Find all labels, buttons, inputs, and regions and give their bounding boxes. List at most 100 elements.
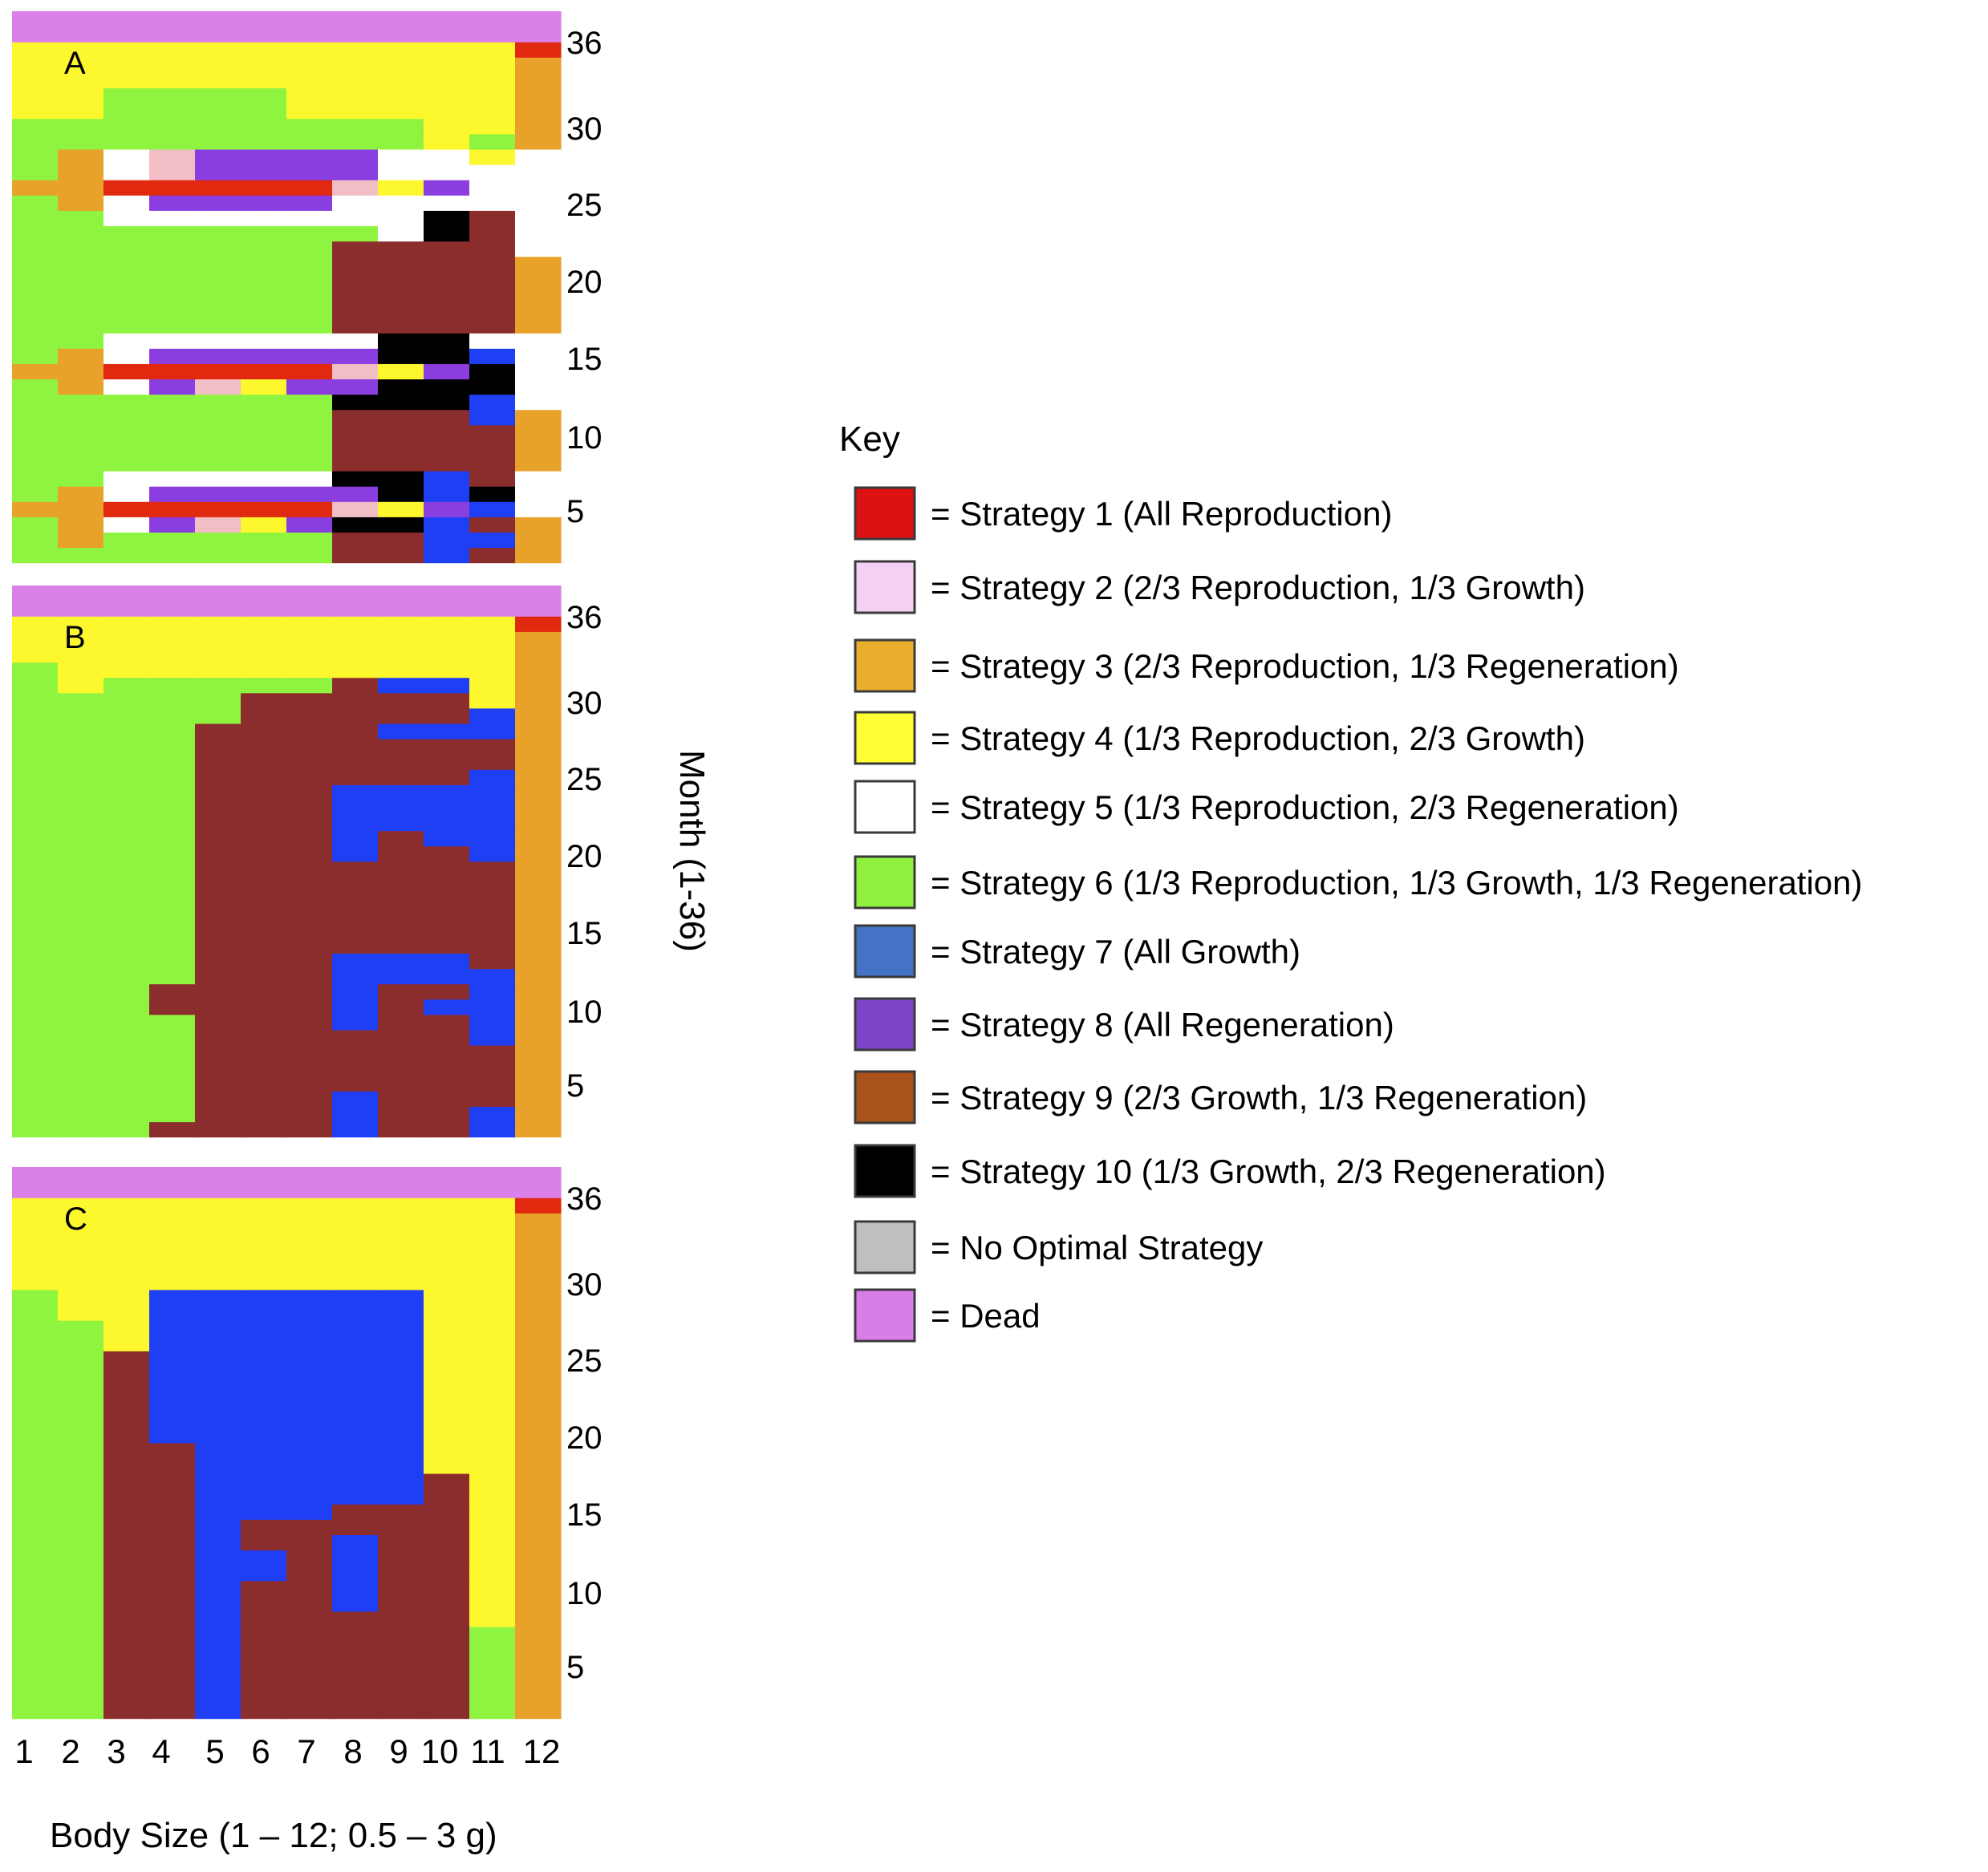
heatmap-cell <box>424 692 470 709</box>
heatmap-cell <box>378 241 424 257</box>
heatmap-cell <box>424 999 470 1015</box>
heatmap-cell <box>12 677 59 694</box>
heatmap-cell <box>286 830 333 847</box>
heatmap-cell <box>58 1045 104 1061</box>
heatmap-cell <box>469 907 516 923</box>
heatmap-cell <box>378 646 424 663</box>
heatmap-cell <box>195 1274 241 1291</box>
heatmap-cell <box>195 1014 241 1031</box>
heatmap-cell <box>195 677 241 694</box>
heatmap-cell <box>424 1121 470 1138</box>
heatmap-cell <box>58 1351 104 1367</box>
heatmap-cell <box>332 983 379 1000</box>
heatmap-cell <box>286 302 333 318</box>
heatmap-cell <box>149 333 196 349</box>
heatmap-cell <box>332 1213 379 1229</box>
y-tick-label: 36 <box>566 600 602 635</box>
heatmap-cell <box>515 1274 562 1291</box>
heatmap-cell <box>103 286 150 303</box>
heatmap-cell <box>286 692 333 709</box>
heatmap-cell <box>469 1076 516 1092</box>
heatmap-cell <box>469 1060 516 1076</box>
heatmap-cell <box>12 271 59 288</box>
heatmap-cell <box>195 517 241 533</box>
heatmap-cell <box>149 1258 196 1275</box>
heatmap-cell <box>286 707 333 724</box>
heatmap-cell <box>58 133 104 150</box>
heatmap-cell <box>103 1611 150 1627</box>
heatmap-cell <box>378 133 424 150</box>
heatmap-cell <box>149 845 196 862</box>
heatmap-cell <box>58 631 104 647</box>
heatmap-cell <box>378 1304 424 1321</box>
heatmap-cell <box>241 1627 287 1643</box>
heatmap-cell <box>103 845 150 862</box>
heatmap-cell <box>12 42 59 58</box>
heatmap-cell <box>195 907 241 923</box>
heatmap-cell <box>149 501 196 517</box>
heatmap-cell <box>241 1688 287 1704</box>
heatmap-cell <box>58 394 104 411</box>
heatmap-cell <box>195 302 241 318</box>
heatmap-cell <box>241 662 287 679</box>
heatmap-cell <box>515 1121 562 1138</box>
heatmap-cell <box>241 646 287 663</box>
heatmap-cell <box>469 424 516 441</box>
heatmap-cell <box>58 800 104 816</box>
heatmap-cell <box>149 87 196 104</box>
heatmap-cell <box>58 1076 104 1092</box>
heatmap-cell <box>378 1565 424 1582</box>
heatmap-cell <box>515 1703 562 1720</box>
heatmap-cell <box>195 723 241 739</box>
legend-item: = Strategy 5 (1/3 Reproduction, 2/3 Rege… <box>854 780 1679 834</box>
heatmap-cell <box>195 1565 241 1582</box>
heatmap-cell <box>424 379 470 395</box>
heatmap-cell <box>103 1304 150 1321</box>
heatmap-cell <box>241 1121 287 1138</box>
heatmap-cell <box>332 1014 379 1031</box>
heatmap-cell <box>241 1213 287 1229</box>
heatmap-cell <box>58 953 104 970</box>
heatmap-cell <box>241 1014 287 1031</box>
heatmap-cell <box>12 830 59 847</box>
heatmap-cell <box>469 286 516 303</box>
heatmap-cell <box>286 1688 333 1704</box>
heatmap-cell <box>332 707 379 724</box>
heatmap-cell <box>332 999 379 1015</box>
heatmap-cell <box>149 1642 196 1658</box>
heatmap-cell <box>12 876 59 893</box>
heatmap-cell <box>515 1580 562 1597</box>
heatmap-cell <box>195 195 241 211</box>
heatmap-cell <box>103 148 150 165</box>
heatmap-cell <box>195 586 241 602</box>
heatmap-cell <box>149 379 196 395</box>
legend-swatch <box>854 560 916 614</box>
heatmap-cell <box>286 271 333 288</box>
heatmap-cell <box>149 1243 196 1260</box>
heatmap-cell <box>332 861 379 877</box>
heatmap-cell <box>378 1091 424 1107</box>
legend-item: = Strategy 9 (2/3 Growth, 1/3 Regenerati… <box>854 1070 1587 1124</box>
heatmap-cell <box>378 830 424 847</box>
heatmap-cell <box>12 1045 59 1061</box>
heatmap-cell <box>103 11 150 27</box>
heatmap-cell <box>12 1688 59 1704</box>
legend-label: = Strategy 8 (All Regeneration) <box>931 1006 1394 1043</box>
x-tick-label: 4 <box>152 1732 170 1770</box>
heatmap-cell <box>195 1672 241 1688</box>
heatmap-cell <box>58 286 104 303</box>
heatmap-cell <box>58 1243 104 1260</box>
heatmap-cell <box>58 1167 104 1183</box>
heatmap-cell <box>332 754 379 770</box>
heatmap-cell <box>241 118 287 135</box>
heatmap-cell <box>424 256 470 273</box>
panel-label: B <box>64 620 86 655</box>
heatmap-cell <box>241 892 287 908</box>
heatmap-cell <box>195 1473 241 1489</box>
heatmap-cell <box>12 1627 59 1643</box>
heatmap-cell <box>241 1228 287 1245</box>
heatmap-cell <box>469 662 516 679</box>
heatmap-cell <box>103 1274 150 1291</box>
heatmap-cell <box>378 26 424 43</box>
heatmap-cell <box>378 1029 424 1046</box>
